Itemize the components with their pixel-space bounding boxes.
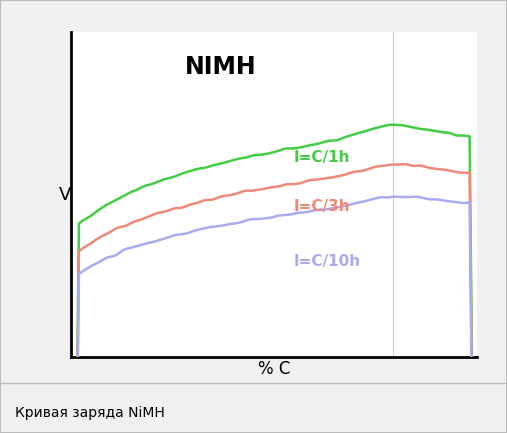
Text: NIMH: NIMH bbox=[185, 55, 256, 79]
Text: I=C/1h: I=C/1h bbox=[294, 150, 350, 165]
Text: Кривая заряда NiMH: Кривая заряда NiMH bbox=[15, 406, 165, 420]
X-axis label: % C: % C bbox=[258, 360, 290, 378]
Text: I=C/10h: I=C/10h bbox=[294, 254, 361, 269]
Y-axis label: V: V bbox=[59, 186, 71, 204]
Text: I=C/3h: I=C/3h bbox=[294, 199, 351, 214]
